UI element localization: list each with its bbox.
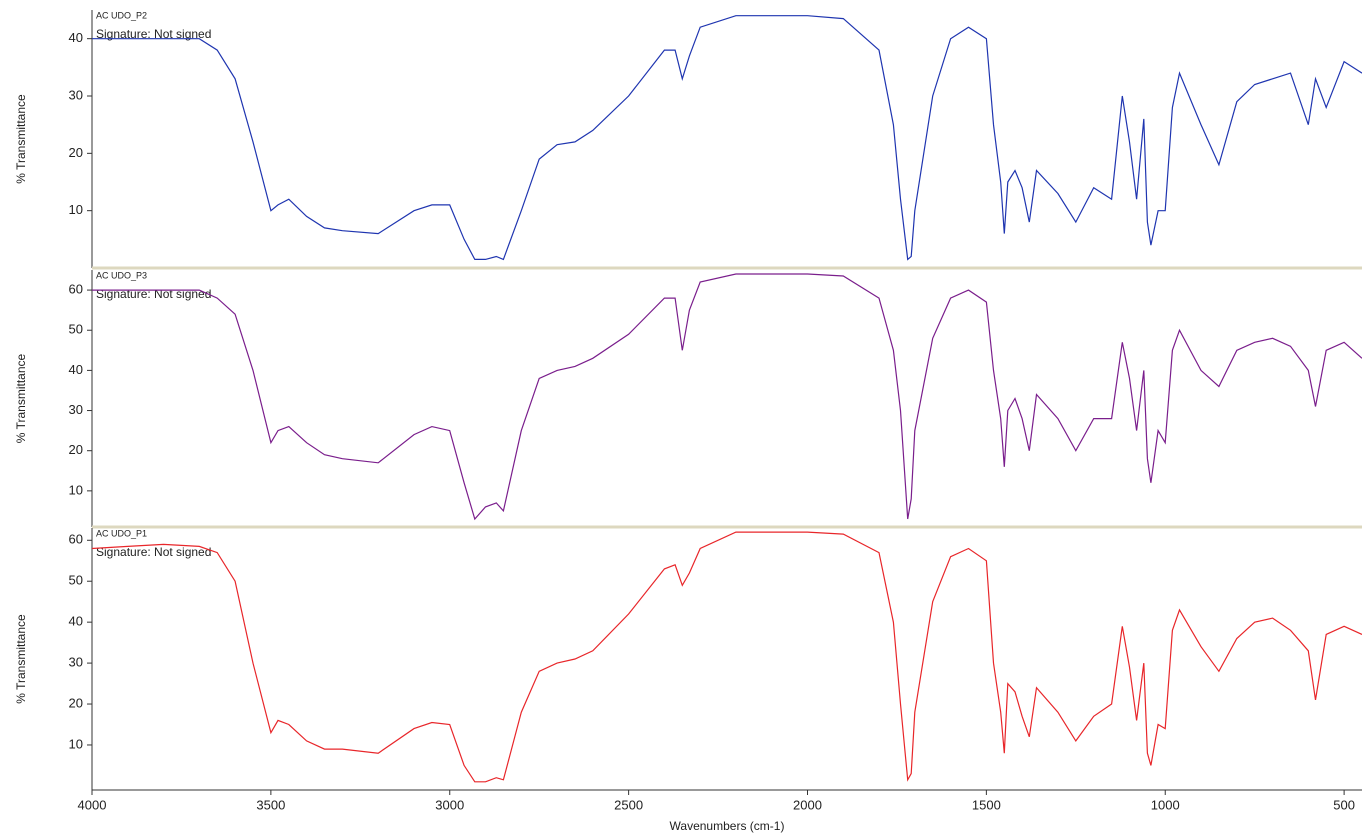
annotation: Signature: Not signed — [96, 545, 211, 559]
x-tick-label: 500 — [1333, 797, 1355, 812]
y-tick-label: 20 — [69, 442, 83, 457]
y-tick-label: 20 — [69, 145, 83, 160]
y-tick-label: 20 — [69, 695, 83, 710]
legend-label: AC UDO_P3 — [96, 270, 147, 280]
x-tick-label: 2000 — [793, 797, 822, 812]
annotation: Signature: Not signed — [96, 27, 211, 41]
x-tick-label: 2500 — [614, 797, 643, 812]
x-tick-label: 1500 — [972, 797, 1001, 812]
legend-label: AC UDO_P2 — [96, 10, 147, 20]
y-tick-label: 50 — [69, 573, 83, 588]
legend-label: AC UDO_P1 — [96, 528, 147, 538]
x-tick-label: 4000 — [78, 797, 107, 812]
y-tick-label: 10 — [69, 202, 83, 217]
y-tick-label: 60 — [69, 282, 83, 297]
y-tick-label: 50 — [69, 322, 83, 337]
y-tick-label: 60 — [69, 532, 83, 547]
y-tick-label: 10 — [69, 736, 83, 751]
y-tick-label: 10 — [69, 482, 83, 497]
spectrum-line — [92, 15, 1362, 261]
x-axis-label: Wavenumbers (cm-1) — [670, 819, 785, 833]
x-tick-label: 3500 — [256, 797, 285, 812]
y-axis-label: % Transmittance — [14, 94, 28, 184]
annotation: Signature: Not signed — [96, 287, 211, 301]
x-tick-label: 1000 — [1151, 797, 1180, 812]
spectrum-line — [91, 531, 1362, 783]
x-tick-label: 3000 — [435, 797, 464, 812]
y-tick-label: 30 — [69, 655, 83, 670]
y-tick-label: 40 — [69, 614, 83, 629]
y-tick-label: 30 — [69, 87, 83, 102]
y-tick-label: 40 — [69, 30, 83, 45]
spectrum-line — [92, 273, 1362, 521]
y-axis-label: % Transmittance — [14, 353, 28, 443]
y-tick-label: 30 — [69, 402, 83, 417]
y-axis-label: % Transmittance — [14, 614, 28, 704]
y-tick-label: 40 — [69, 362, 83, 377]
